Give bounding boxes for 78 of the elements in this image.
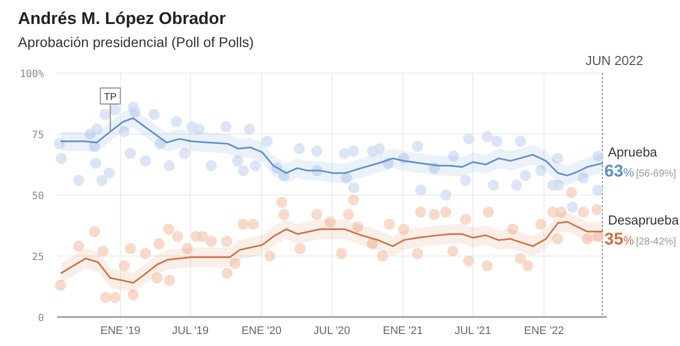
point — [460, 214, 472, 225]
point — [507, 224, 518, 235]
point — [109, 292, 120, 303]
point — [336, 248, 347, 260]
y-tick-label: 25 — [32, 252, 44, 263]
point — [376, 250, 388, 262]
point — [164, 274, 175, 286]
point — [482, 260, 493, 272]
point — [482, 206, 494, 218]
point — [172, 230, 184, 242]
x-tick-label: ENE '19 — [100, 325, 140, 337]
point — [97, 246, 108, 257]
point — [206, 236, 217, 247]
x-tick-label: ENE '21 — [382, 325, 423, 337]
y-tick-label: 50 — [32, 191, 44, 202]
point — [552, 233, 564, 244]
point — [128, 290, 139, 301]
point — [440, 206, 452, 218]
point — [154, 238, 165, 250]
point — [582, 233, 593, 244]
point — [264, 250, 276, 262]
point — [592, 230, 604, 242]
point — [384, 218, 395, 230]
y-tick-label: 75 — [32, 130, 44, 141]
series-label: Desaprueba — [608, 212, 680, 228]
point — [428, 209, 440, 220]
point — [248, 218, 259, 230]
chart-subtitle: Aprobación presidencial (Poll of Polls) — [18, 34, 254, 50]
series-label: Aprueba — [608, 144, 658, 160]
point — [311, 209, 322, 220]
point — [522, 260, 534, 272]
point — [124, 243, 136, 254]
point — [196, 230, 208, 242]
point — [238, 218, 249, 230]
point — [566, 187, 577, 198]
point — [447, 246, 458, 257]
point — [230, 258, 241, 269]
point — [556, 206, 567, 218]
line-series — [60, 221, 604, 284]
x-tick-label: ENE '20 — [241, 325, 282, 337]
y-tick-label: 0 — [38, 313, 44, 324]
point — [163, 224, 174, 235]
point — [348, 194, 359, 206]
point — [514, 252, 526, 264]
x-tick-label: JUL '19 — [172, 325, 209, 337]
point — [578, 206, 589, 218]
point — [118, 260, 130, 272]
annotation: TP — [104, 92, 118, 103]
point — [221, 236, 232, 247]
point — [88, 226, 100, 238]
ref-line-label: JUN 2022 — [585, 53, 644, 68]
point — [415, 206, 426, 218]
point — [398, 224, 410, 235]
point — [100, 292, 112, 303]
annotation: 35% [28-42%] — [604, 230, 676, 249]
point — [222, 268, 233, 279]
x-tick-label: JUL '20 — [314, 325, 350, 337]
point — [182, 243, 193, 254]
y-tick-label: 100% — [20, 69, 44, 80]
annotation: 63% [56-69%] — [604, 161, 676, 180]
point — [535, 218, 546, 230]
point — [278, 209, 290, 220]
point — [140, 248, 152, 260]
point — [591, 204, 602, 216]
x-tick-label: JUL '21 — [454, 325, 492, 337]
point — [152, 272, 163, 284]
point — [294, 243, 306, 254]
point — [342, 209, 354, 220]
point — [352, 221, 364, 232]
point — [366, 238, 378, 250]
point — [324, 216, 336, 228]
point — [54, 280, 66, 291]
point — [73, 240, 84, 252]
x-tick-label: ENE '22 — [524, 325, 564, 337]
point — [463, 255, 474, 266]
chart-title: Andrés M. López Obrador — [18, 9, 226, 28]
point — [412, 248, 424, 260]
point — [276, 196, 288, 208]
